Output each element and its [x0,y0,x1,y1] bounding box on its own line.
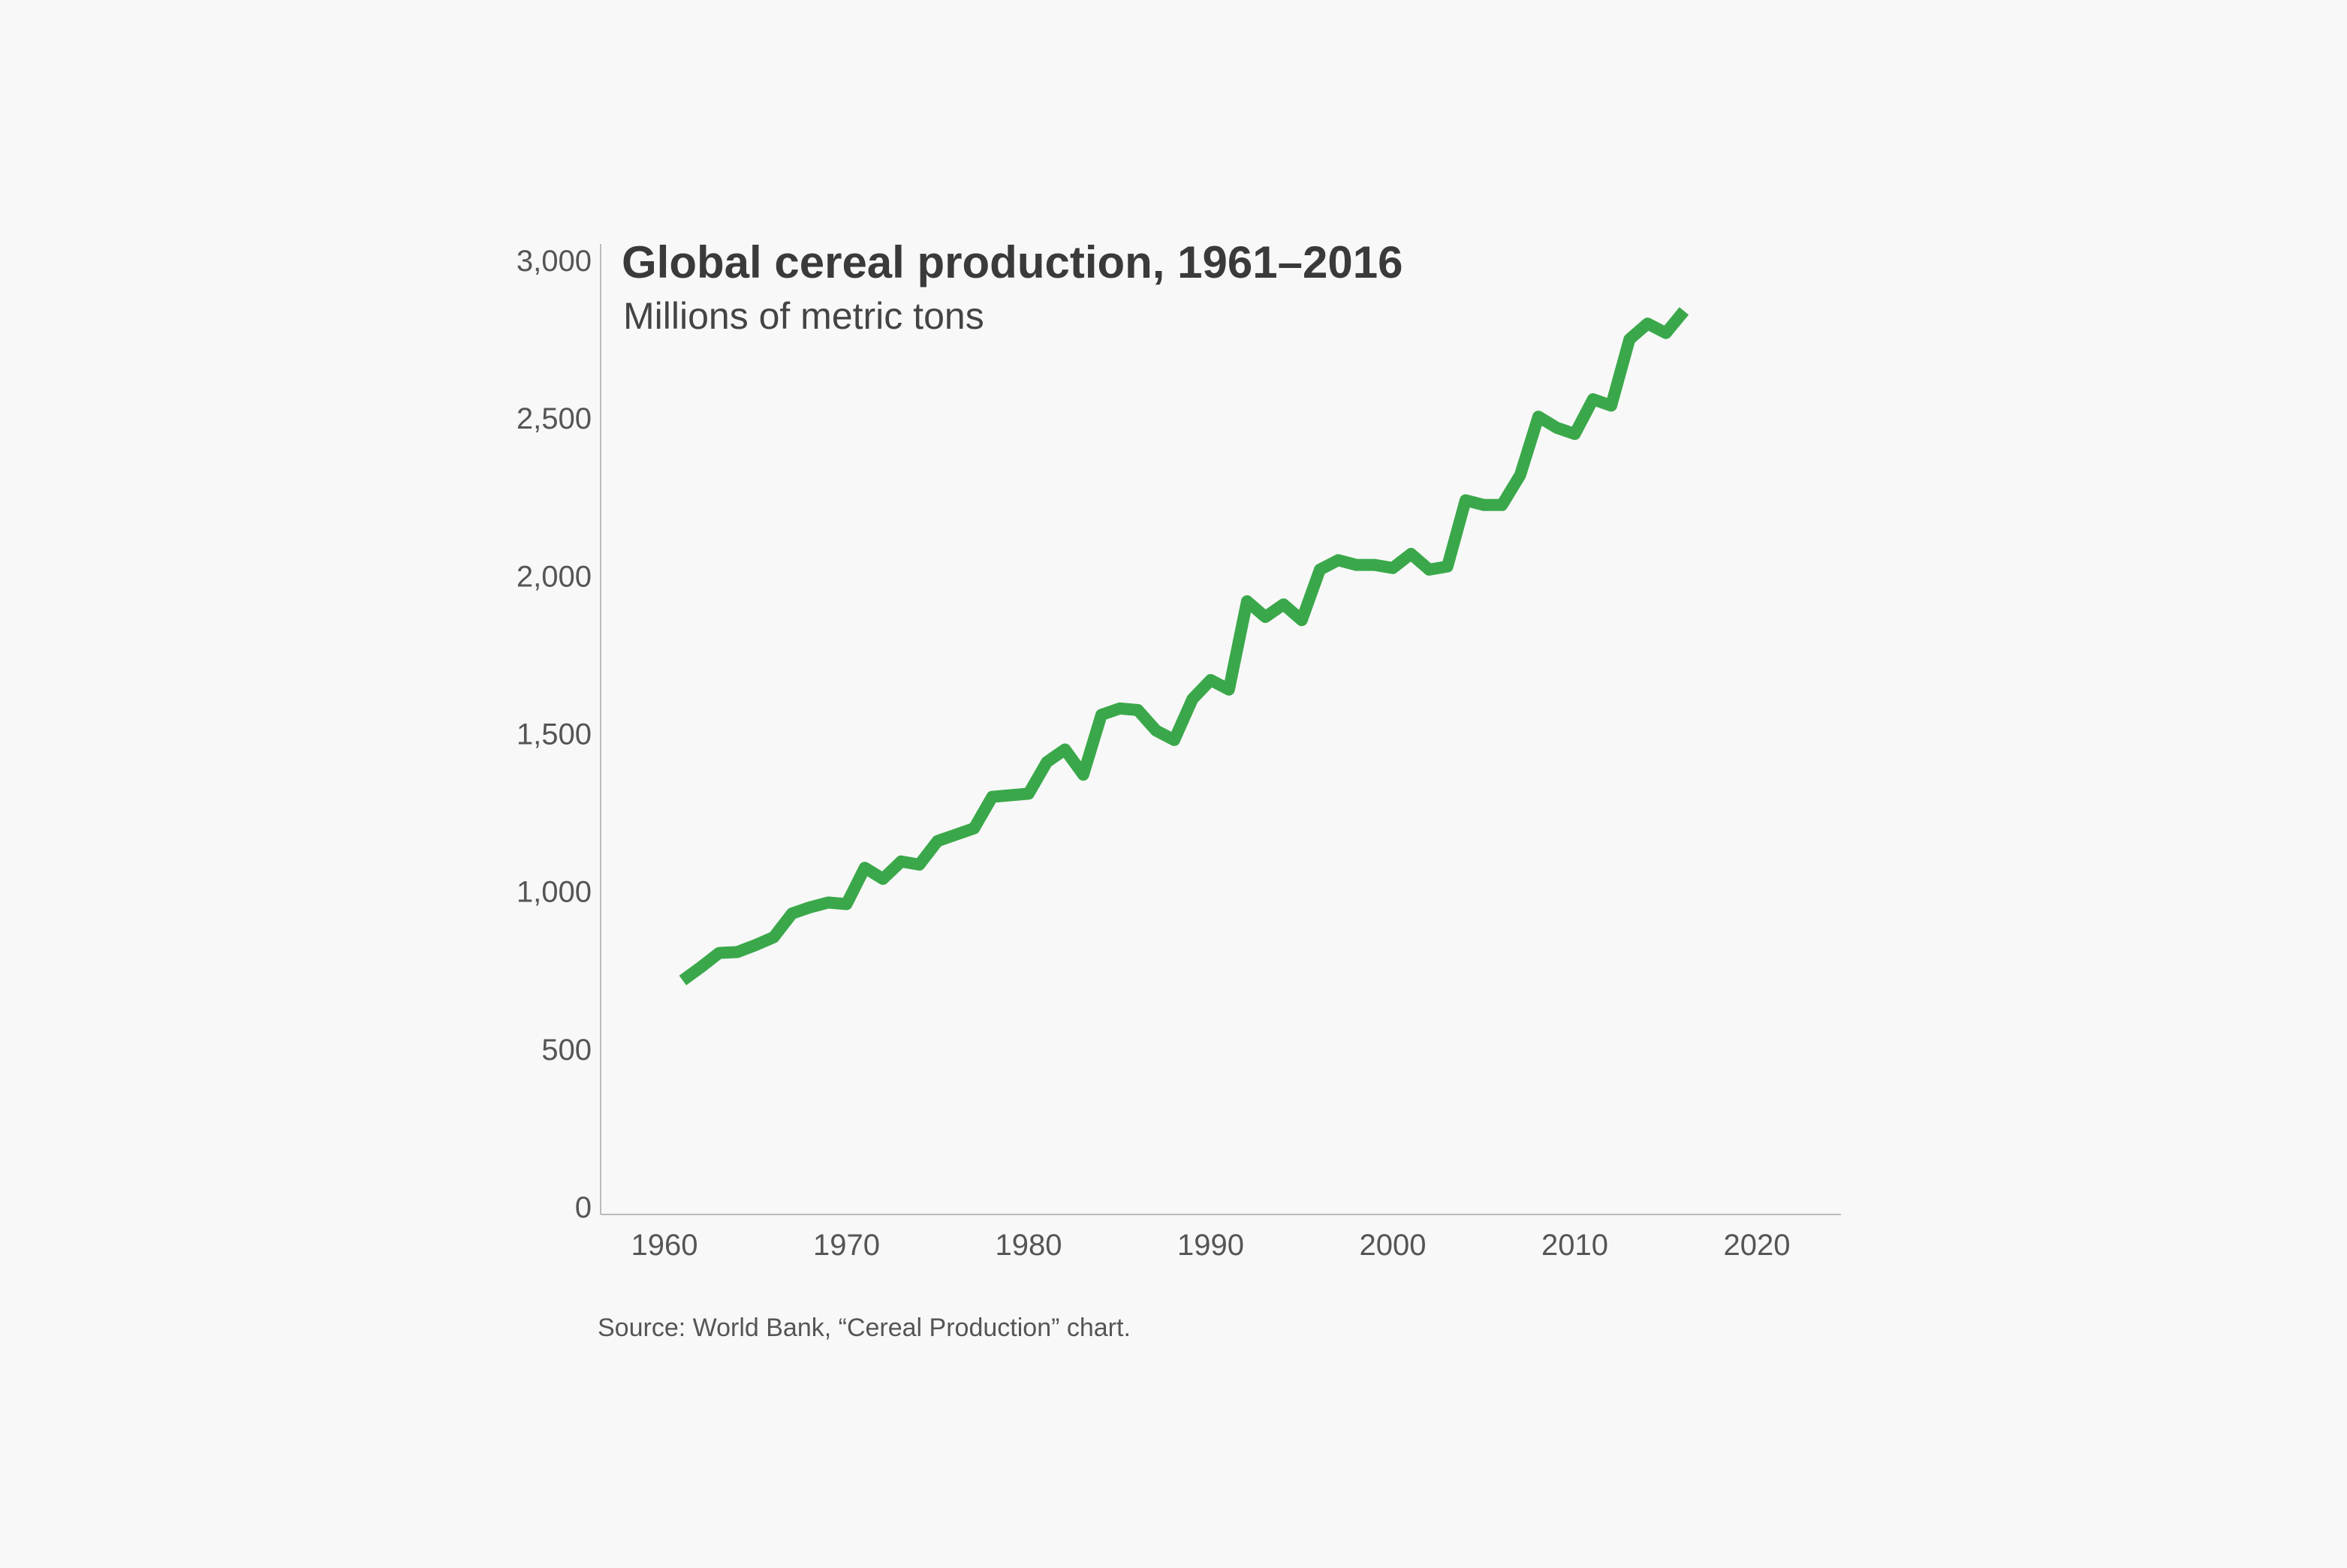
y-tick-label: 1,500 [517,718,592,751]
x-tick-label: 1970 [813,1229,880,1262]
axes [600,244,1841,1215]
x-tick-labels: 1960 1970 1980 1990 2000 2010 2020 [631,1229,1791,1262]
series-line [679,307,1689,986]
chart-subtitle: Millions of metric tons [623,295,984,337]
y-tick-label: 1,000 [517,876,592,909]
y-tick-label: 2,500 [517,402,592,435]
x-tick-label: 2010 [1541,1229,1608,1262]
x-tick-label: 1960 [631,1229,698,1262]
series-layer [679,307,1689,986]
y-tick-label: 500 [541,1034,592,1067]
source-note: Source: World Bank, “Cereal Production” … [598,1314,1131,1342]
x-tick-label: 1990 [1177,1229,1244,1262]
y-tick-label: 2,000 [517,560,592,593]
y-tick-labels: 0 500 1,000 1,500 2,000 2,500 3,000 [517,245,592,1224]
x-tick-label: 2000 [1360,1229,1427,1262]
x-tick-label: 2020 [1724,1229,1791,1262]
x-tick-label: 1980 [996,1229,1062,1262]
chart-title: Global cereal production, 1961–2016 [622,237,1402,287]
y-tick-label: 0 [575,1191,592,1224]
y-tick-label: 3,000 [517,245,592,278]
